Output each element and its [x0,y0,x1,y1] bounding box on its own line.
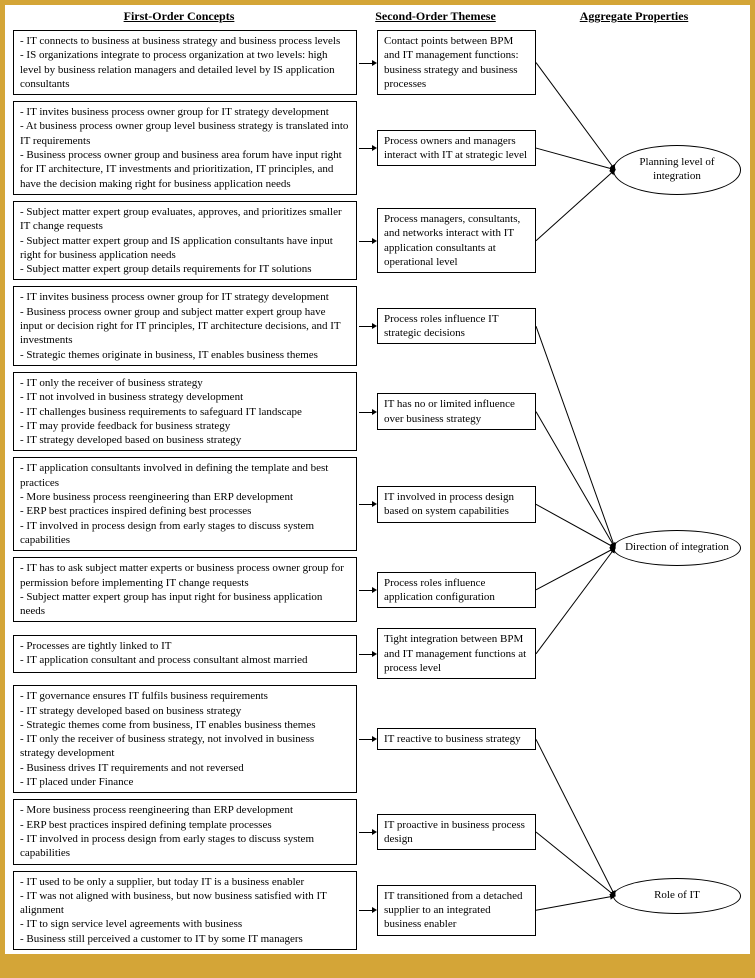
concept-row: - IT governance ensures IT fulfils busin… [5,685,750,793]
aggregate-label: Direction of integration [613,530,741,566]
second-order-box: Process roles influence IT strategic dec… [377,308,536,345]
second-order-box: Tight integration between BPM and IT man… [377,628,536,679]
second-order-box: IT proactive in business process design [377,814,536,851]
second-order-box: IT reactive to business strategy [377,728,536,750]
second-order-box: IT involved in process design based on s… [377,486,536,523]
first-order-box: - IT has to ask subject matter experts o… [13,557,357,622]
first-order-box: - IT only the receiver of business strat… [13,372,357,451]
concept-row: - More business process reengineering th… [5,799,750,864]
second-order-box: Process owners and managers interact wit… [377,130,536,167]
first-order-box: - Subject matter expert group evaluates,… [13,201,357,280]
aggregate-ellipse: Planning level of integration [613,145,733,195]
first-order-box: - More business process reengineering th… [13,799,357,864]
concept-row: - IT connects to business at business st… [5,30,750,95]
second-order-box: IT has no or limited influence over busi… [377,393,536,430]
second-order-box: Contact points between BPM and IT manage… [377,30,536,95]
second-order-box: Process roles influence application conf… [377,572,536,609]
header-second-order: Second-Order Themese [353,9,518,24]
aggregate-label: Planning level of integration [613,145,741,195]
first-order-box: - Processes are tightly linked to IT - I… [13,635,357,673]
aggregate-label: Role of IT [613,878,741,914]
concept-row: - IT only the receiver of business strat… [5,372,750,451]
aggregate-ellipse: Role of IT [613,878,733,914]
first-order-box: - IT invites business process owner grou… [13,286,357,365]
column-headers: First-Order Concepts Second-Order Themes… [5,9,750,24]
first-order-box: - IT connects to business at business st… [13,30,357,95]
first-order-box: - IT invites business process owner grou… [13,101,357,195]
concept-row: - Processes are tightly linked to IT - I… [5,628,750,679]
concept-row: - IT invites business process owner grou… [5,286,750,365]
first-order-box: - IT governance ensures IT fulfils busin… [13,685,357,793]
first-order-box: - IT used to be only a supplier, but tod… [13,871,357,950]
aggregate-ellipse: Direction of integration [613,530,733,566]
concept-row: - Subject matter expert group evaluates,… [5,201,750,280]
first-order-box: - IT application consultants involved in… [13,457,357,551]
header-aggregate: Aggregate Properties [518,9,750,24]
header-first-order: First-Order Concepts [5,9,353,24]
second-order-box: IT transitioned from a detached supplier… [377,885,536,936]
concept-row: - IT has to ask subject matter experts o… [5,557,750,622]
second-order-box: Process managers, consultants, and netwo… [377,208,536,273]
